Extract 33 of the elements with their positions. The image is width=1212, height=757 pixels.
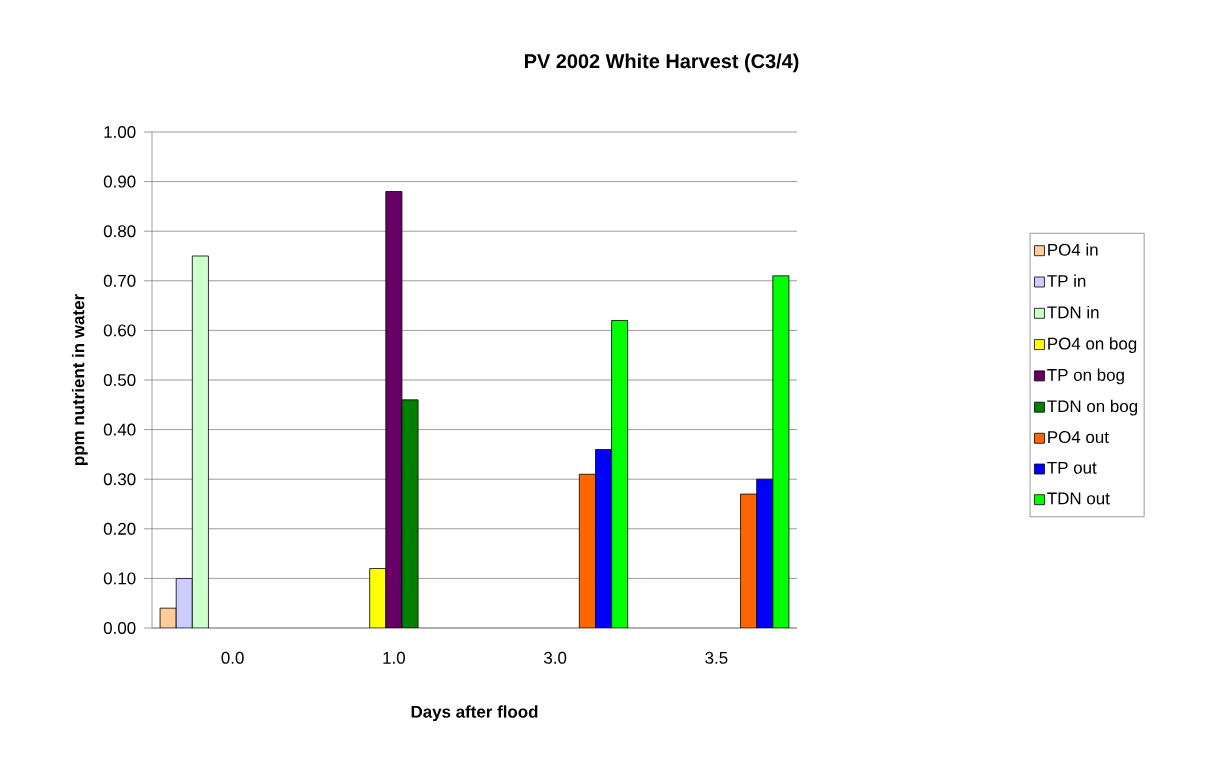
bar [756, 478, 774, 628]
bar [595, 449, 612, 628]
legend-label: TDN in [1047, 305, 1099, 319]
legend-label: PO4 in [1048, 243, 1098, 256]
legend-label: TDN out [1047, 492, 1110, 505]
y-tick-label: 1.00 [104, 126, 136, 138]
y-tick-label: 0.10 [103, 572, 136, 585]
y-tick-label: 0.70 [103, 274, 136, 287]
y-axis-title: ppm nutrient in water [71, 294, 88, 465]
legend-label: TP in [1047, 274, 1086, 287]
x-tick-label: 1.0 [383, 651, 405, 664]
legend-label: TDN on bog [1047, 399, 1138, 416]
x-axis-title: Days after flood [411, 705, 538, 722]
chart-title: PV 2002 White Harvest (C3/4) [525, 53, 799, 73]
y-tick-label: 0.60 [103, 324, 136, 337]
bar [772, 275, 790, 628]
x-tick-label: 3.5 [705, 651, 728, 664]
y-tick-label: 0.80 [103, 225, 136, 238]
y-tick-label: 0.50 [103, 374, 136, 386]
x-tick-label: 3.0 [544, 651, 567, 664]
y-tick-label: 0.30 [103, 473, 136, 486]
y-tick-label: 0.40 [103, 423, 136, 436]
legend-label: TP out [1047, 461, 1097, 474]
bar [611, 320, 629, 628]
x-tick-label: 0.0 [221, 651, 244, 664]
bar [740, 493, 758, 628]
y-tick-label: 0.00 [103, 622, 136, 634]
y-tick-label: 0.90 [103, 175, 136, 188]
bar [578, 473, 596, 628]
legend-label: PO4 on bog [1048, 337, 1137, 353]
legend-label: TP on bog [1047, 368, 1124, 385]
legend-label: PO4 out [1048, 431, 1109, 444]
y-tick-label: 0.20 [103, 522, 136, 535]
